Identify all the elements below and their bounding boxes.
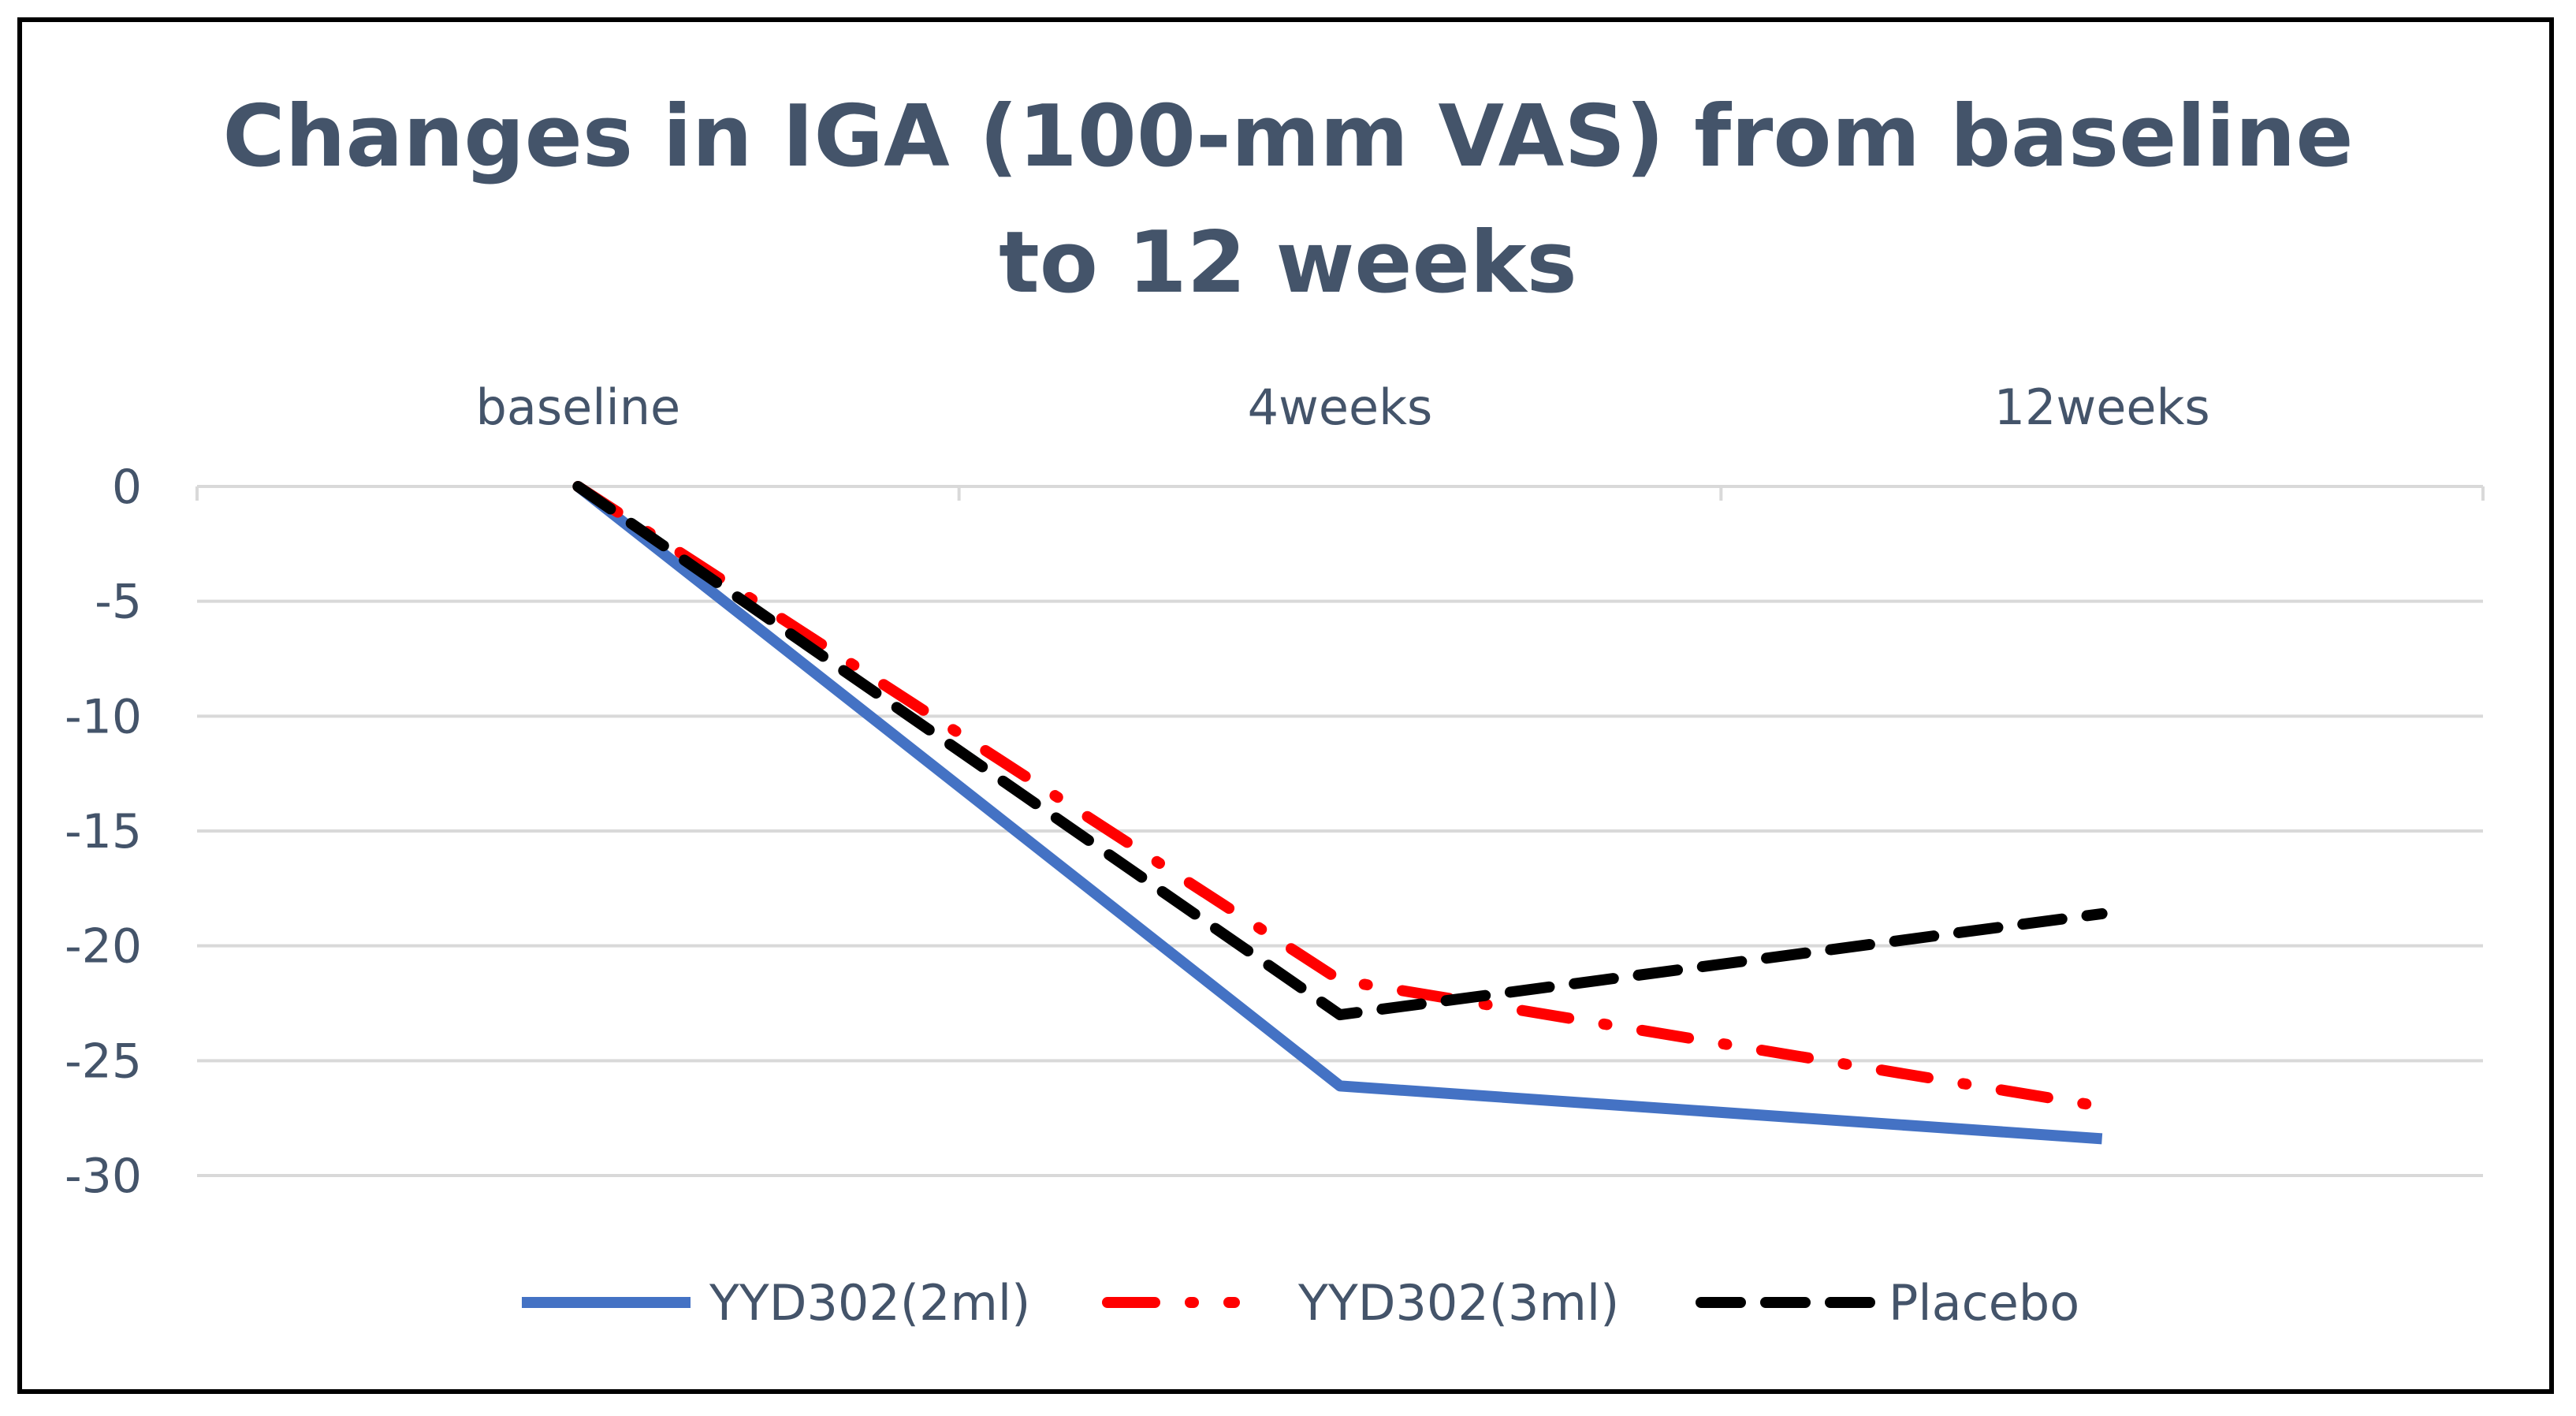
legend-label: YYD302(2ml)	[709, 1274, 1030, 1332]
legend-label: YYD302(3ml)	[1297, 1274, 1619, 1332]
category-label: 4weeks	[1248, 378, 1433, 436]
y-tick-label: -10	[65, 689, 142, 744]
y-tick-label: -15	[65, 804, 142, 859]
series-line	[572, 481, 2108, 1112]
chart-frame	[17, 17, 2554, 1394]
series-lines	[572, 481, 2108, 1145]
y-tick-label: -5	[95, 575, 142, 630]
series-line	[572, 481, 2108, 1021]
series-line	[575, 482, 2103, 1145]
chart-title-line-1: Changes in IGA (100-mm VAS) from baselin…	[222, 88, 2353, 186]
category-labels: baseline 4weeks 12weeks	[475, 378, 2209, 436]
y-tick-label: -20	[65, 919, 142, 974]
category-label: 12weeks	[1994, 378, 2210, 436]
y-tick-labels: 0 -5 -10 -15 -20 -25 -30	[65, 460, 142, 1204]
y-tick-label: 0	[112, 460, 142, 515]
legend-label: Placebo	[1889, 1274, 2079, 1332]
legend: YYD302(2ml) YYD302(3ml) Placebo	[522, 1274, 2079, 1332]
y-tick-label: -30	[65, 1149, 142, 1204]
chart-title-line-2: to 12 weeks	[999, 214, 1577, 312]
y-tick-label: -25	[65, 1034, 142, 1089]
grid-layer	[195, 485, 2485, 1177]
category-label: baseline	[475, 378, 680, 436]
